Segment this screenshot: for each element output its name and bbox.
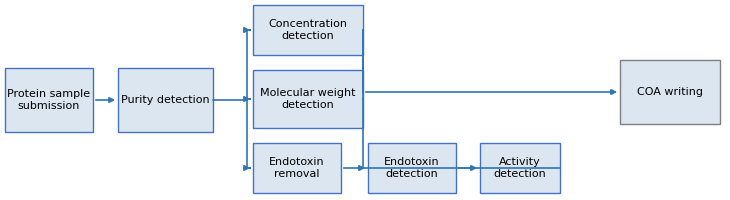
- Bar: [253, 5, 363, 55]
- Text: Molecular weight
detection: Molecular weight detection: [261, 88, 356, 110]
- Text: COA writing: COA writing: [637, 87, 703, 97]
- Bar: [253, 70, 363, 128]
- Bar: [253, 143, 341, 193]
- Text: Endotoxin
removal: Endotoxin removal: [269, 157, 325, 179]
- Text: Concentration
detection: Concentration detection: [269, 19, 347, 41]
- Text: Protein sample
submission: Protein sample submission: [7, 89, 91, 111]
- Bar: [480, 143, 560, 193]
- Bar: [620, 60, 720, 124]
- Bar: [5, 68, 93, 132]
- Text: Activity
detection: Activity detection: [493, 157, 546, 179]
- Text: Endotoxin
detection: Endotoxin detection: [384, 157, 439, 179]
- Bar: [118, 68, 213, 132]
- Text: Purity detection: Purity detection: [121, 95, 210, 105]
- Bar: [368, 143, 456, 193]
